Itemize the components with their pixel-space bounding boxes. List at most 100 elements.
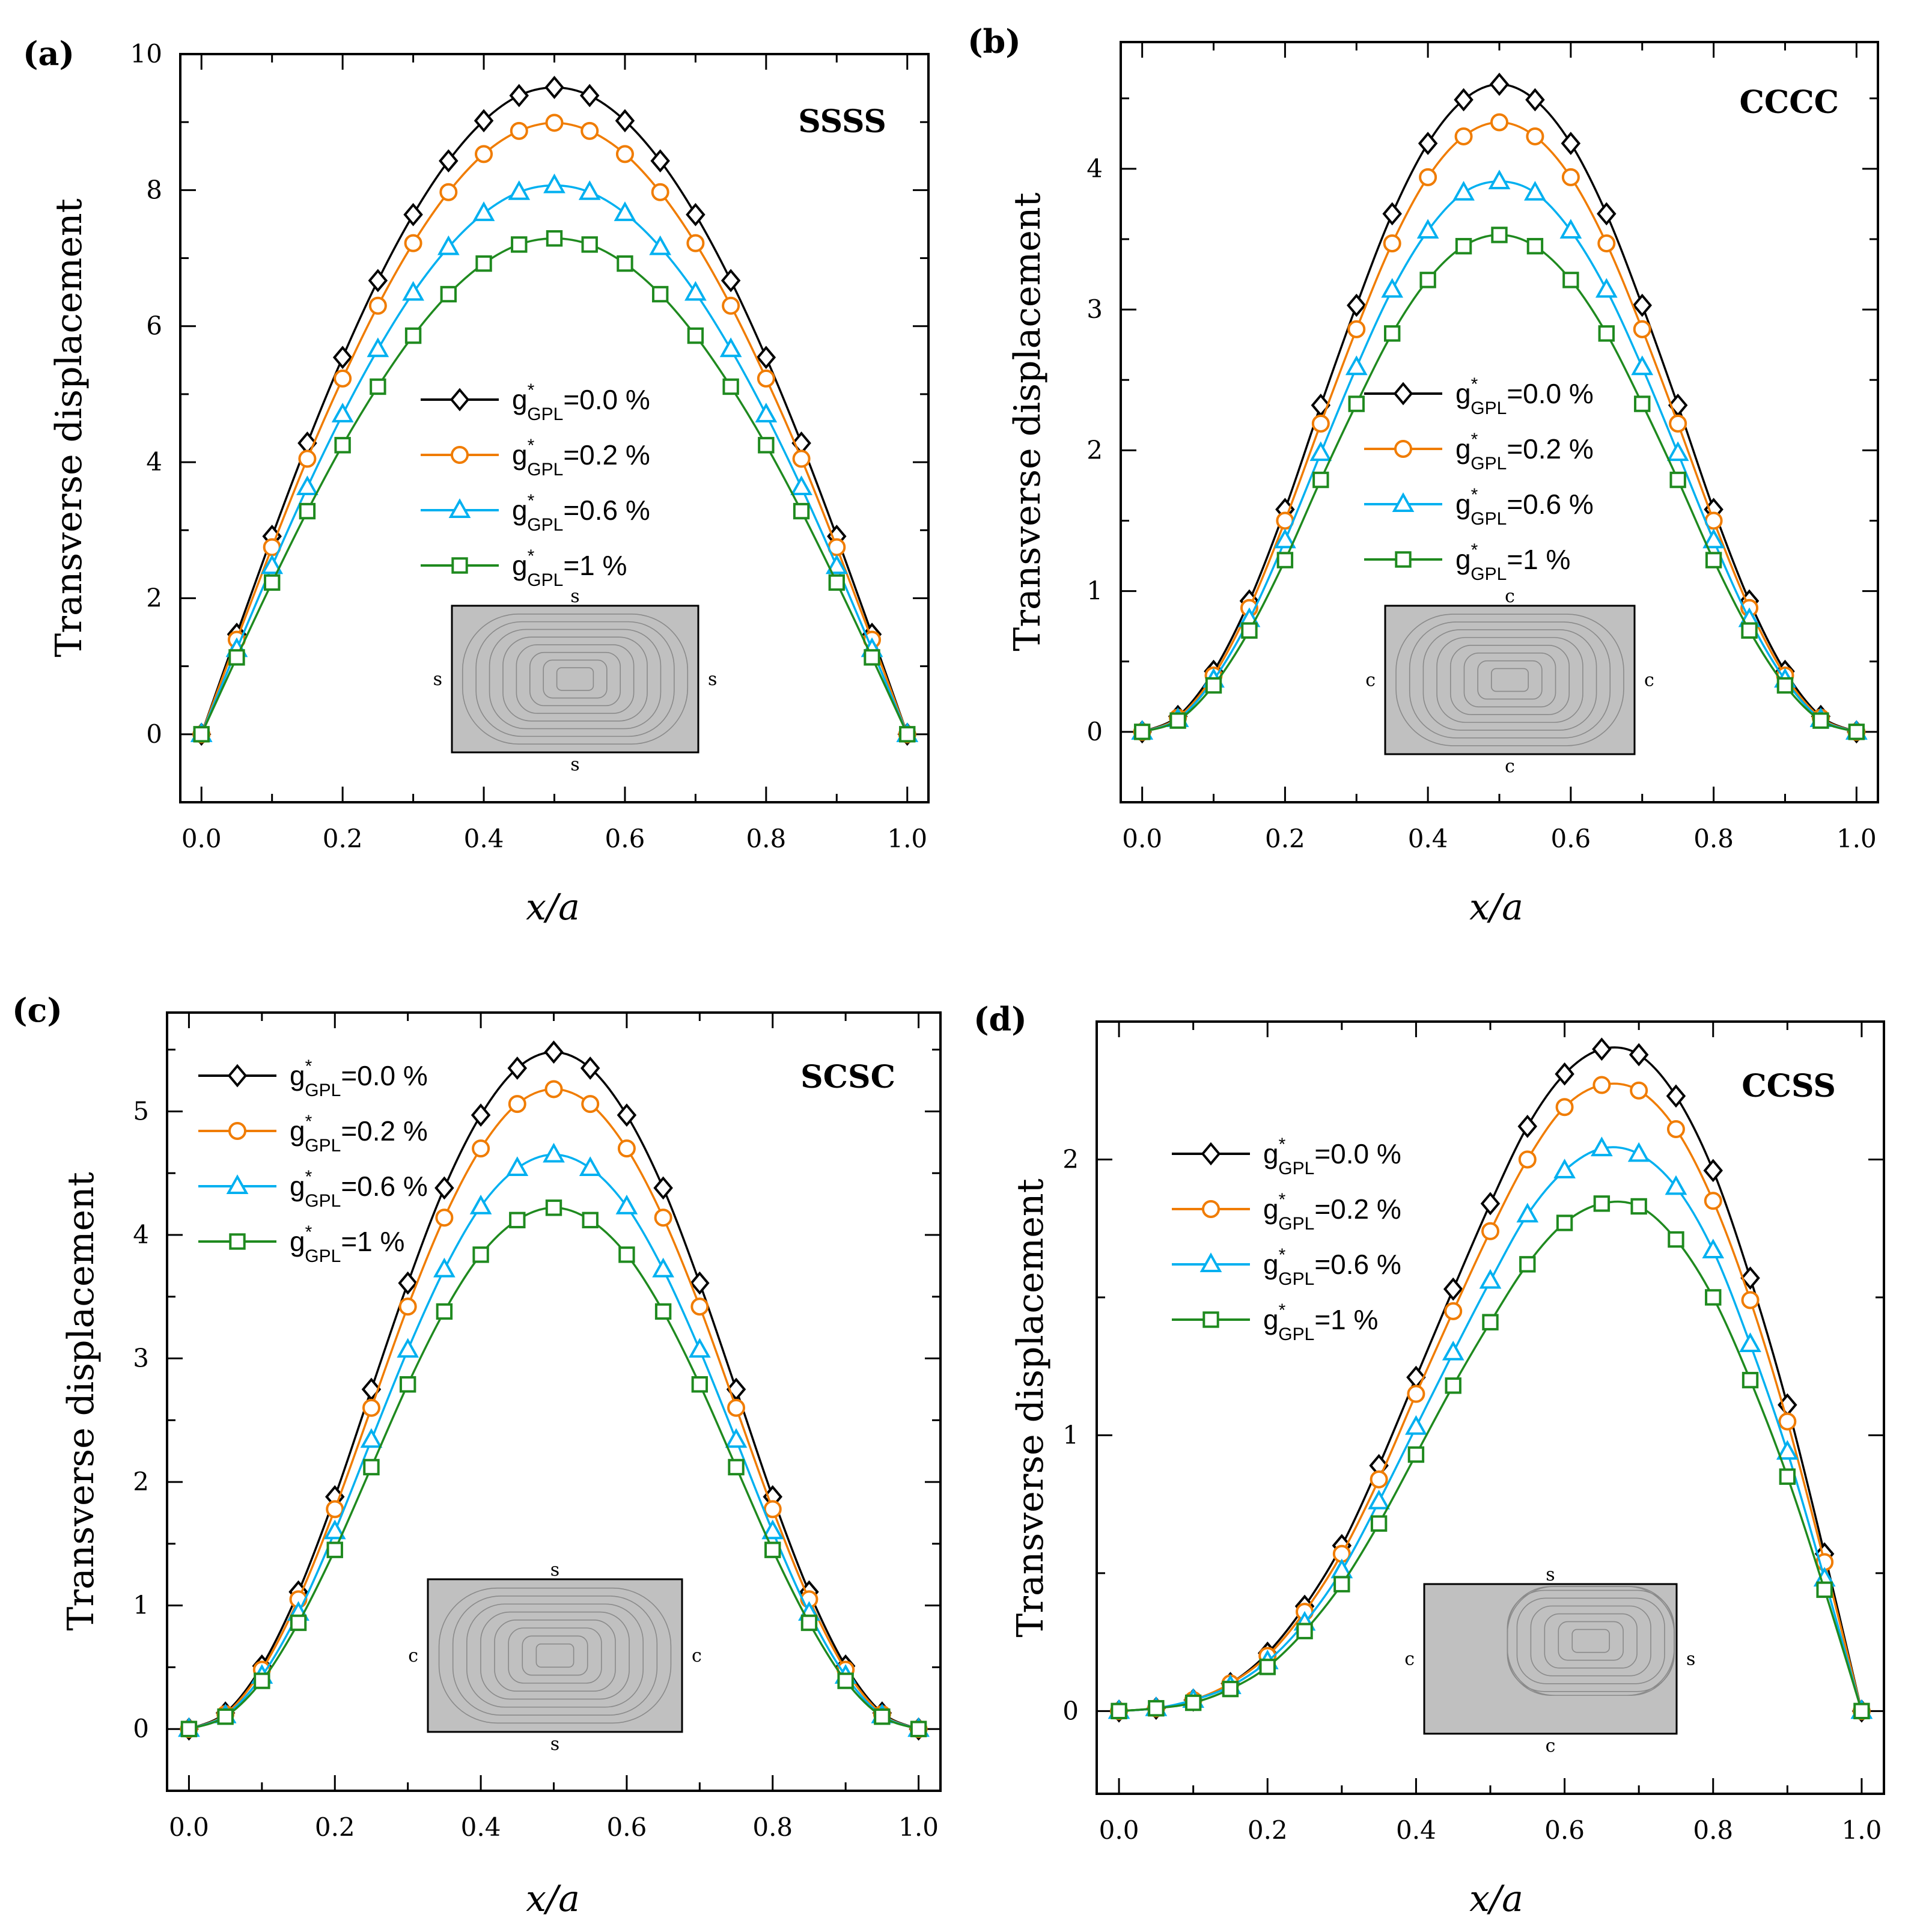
data-point (1518, 1150, 1537, 1169)
data-point (1111, 1702, 1127, 1720)
data-point (580, 1056, 600, 1080)
data-point (1741, 1291, 1760, 1309)
plate-inset: s s s s (433, 586, 718, 775)
data-point (436, 1303, 453, 1320)
data-point (254, 1672, 270, 1689)
data-point (579, 1156, 602, 1177)
contour-line (502, 636, 648, 722)
edge-label-right: s (708, 669, 717, 690)
y-tick-label: 5 (133, 1096, 149, 1126)
data-point (1370, 1515, 1388, 1532)
data-point (1704, 1192, 1722, 1210)
data-point (1595, 278, 1618, 298)
data-point (764, 1541, 781, 1558)
data-point (581, 236, 598, 253)
data-point (398, 1271, 418, 1295)
data-point (1382, 202, 1402, 226)
contour-line (516, 644, 635, 714)
data-point (469, 1195, 492, 1214)
data-point (543, 173, 565, 194)
data-point (472, 1139, 490, 1158)
contour-line (480, 1611, 630, 1700)
legend-entry: g* GPL=0.0 % (290, 1056, 428, 1100)
data-point (1169, 712, 1186, 729)
data-point (1779, 1468, 1796, 1485)
y-tick-label: 1 (133, 1591, 149, 1620)
legend: g* GPL=0.0 % g* GPL=0.2 % g* GPL=0.6 % g* GPL=1… (421, 380, 650, 590)
contour-line (1477, 660, 1543, 700)
data-point (1525, 88, 1545, 112)
data-point (471, 1103, 491, 1127)
data-point (296, 475, 318, 496)
y-tick-label: 1 (1062, 1420, 1079, 1449)
data-point (1598, 325, 1615, 342)
data-point (578, 180, 601, 200)
data-point (363, 1458, 380, 1476)
data-point (653, 1176, 673, 1200)
data-point (261, 554, 284, 574)
x-tick-label: 0.8 (1693, 824, 1734, 853)
data-point (331, 403, 354, 422)
data-point (1333, 1576, 1350, 1592)
y-tick-label: 4 (146, 447, 162, 477)
data-point (1407, 1446, 1425, 1463)
legend-marker (1392, 492, 1415, 513)
plate-inset: s s c c (408, 1559, 702, 1755)
legend-marker (451, 446, 469, 464)
contour-line (1449, 645, 1570, 715)
panel-a: 0.0 0.2 0.4 0.6 0.8 1.0 0 2 4 6 8 10 Transverse disp… (23, 34, 930, 928)
data-point (688, 1338, 711, 1358)
data-point (650, 149, 670, 173)
plate-rect (1423, 1583, 1678, 1735)
data-point (1630, 1081, 1648, 1100)
data-point (618, 1246, 635, 1263)
legend-marker (229, 1233, 246, 1250)
data-point (507, 1056, 528, 1080)
data-point (725, 1428, 748, 1448)
edge-label-left: c (1365, 670, 1376, 691)
contour-line (543, 659, 608, 699)
data-point (298, 449, 317, 468)
y-tick-label: 3 (133, 1344, 149, 1373)
data-point (615, 109, 635, 133)
data-point (1669, 471, 1686, 489)
y-axis-label: Transverse displacement (1010, 1178, 1052, 1637)
edge-label-bottom: c (1505, 756, 1515, 777)
contour-line (556, 667, 594, 691)
data-point (1705, 1289, 1722, 1306)
data-point (1482, 1314, 1499, 1330)
data-point (1407, 1385, 1425, 1403)
data-point (581, 1095, 600, 1114)
data-point (544, 76, 564, 99)
data-point (690, 1297, 709, 1316)
data-point (1491, 227, 1508, 243)
contour-line (1558, 1621, 1624, 1661)
data-point (1702, 1239, 1725, 1258)
data-point (1740, 1266, 1760, 1290)
data-point (1597, 202, 1617, 226)
x-tick-label: 0.4 (464, 824, 504, 853)
contour-line (1422, 629, 1597, 731)
data-point (397, 1338, 419, 1358)
boundary-condition-title: CCSS (1742, 1068, 1836, 1105)
edge-label-top: s (1546, 1564, 1555, 1585)
y-tick-label: 2 (133, 1467, 149, 1496)
data-point (1133, 724, 1151, 740)
data-point (728, 1458, 745, 1476)
legend-marker (226, 1174, 249, 1195)
data-point (1592, 1037, 1612, 1061)
data-point (1222, 1680, 1239, 1698)
data-point (1516, 1202, 1539, 1223)
data-point (1776, 677, 1794, 694)
x-tick-label: 0.2 (315, 1812, 355, 1842)
contour-line (1530, 1605, 1651, 1677)
y-axis-label: Transverse displacement (60, 1172, 102, 1630)
data-point (686, 234, 705, 252)
data-point (651, 285, 669, 303)
x-tick-label: 0.6 (605, 824, 645, 853)
edge-label-left: s (433, 669, 442, 690)
legend: g* GPL=0.0 % g* GPL=0.2 % g* GPL=0.6 % g* GPL=1… (198, 1056, 428, 1266)
data-point (1776, 1440, 1799, 1460)
series-3 (1133, 227, 1865, 740)
data-point (1418, 132, 1438, 156)
